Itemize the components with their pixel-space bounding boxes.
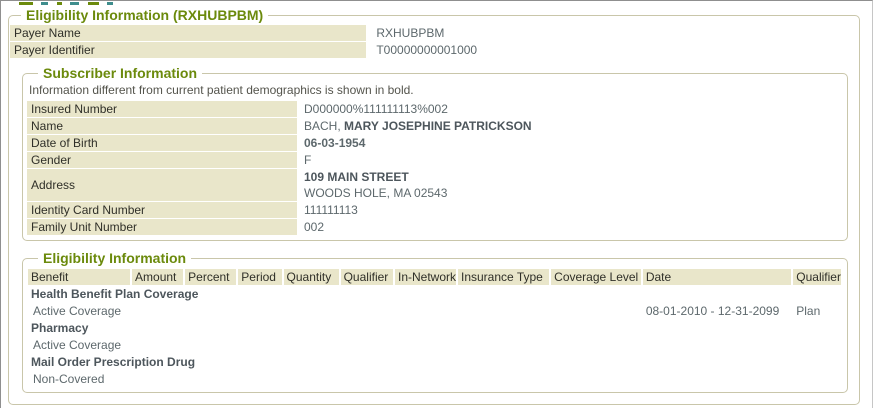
field-value: BACH, MARY JOSEPHINE PATRICKSON	[304, 118, 532, 134]
field-value: 06-03-1954	[304, 136, 366, 150]
identity-card-number-row: Identity Card Number 111111113	[27, 202, 843, 218]
field-value: F	[304, 153, 312, 167]
benefit-name: Mail Order Prescription Drug	[31, 354, 196, 369]
benefit-group-row: Pharmacy	[28, 319, 841, 336]
panel-title: Subscriber Information	[43, 65, 198, 81]
column-header-quantity: Quantity	[283, 269, 339, 285]
field-label: Address	[27, 169, 297, 201]
payer-name-row: Payer Name RXHUBPBM	[10, 25, 854, 41]
field-value: 002	[304, 220, 325, 234]
column-header-coverage-level: Coverage Level	[551, 269, 641, 285]
family-unit-number-row: Family Unit Number 002	[27, 219, 843, 235]
benefits-table: Benefit Amount Percent Period Quantity Q…	[26, 269, 843, 387]
benefit-name: Pharmacy	[31, 320, 89, 335]
benefit-detail-row: Active Coverage 08-01-2010 - 12-31-2099 …	[28, 302, 841, 319]
benefit-detail-row: Active Coverage	[28, 336, 841, 353]
bold-demographics-note: Information different from current patie…	[29, 83, 414, 97]
address-row: Address 109 MAIN STREET WOODS HOLE, MA 0…	[27, 169, 843, 201]
benefit-name: Health Benefit Plan Coverage	[31, 286, 199, 301]
benefit-status: Active Coverage	[33, 303, 122, 318]
column-header-percent: Percent	[185, 269, 237, 285]
panel-title: Eligibility Information	[43, 250, 187, 266]
column-header-qualifier-2: Qualifier	[793, 269, 841, 285]
column-header-qualifier: Qualifier	[340, 269, 393, 285]
gender-row: Gender F	[27, 152, 843, 168]
insured-number-row: Insured Number D000000%111111113%002	[27, 101, 843, 117]
benefit-status: Active Coverage	[33, 337, 122, 352]
benefit-detail-row: Non-Covered	[28, 370, 841, 387]
field-label: Family Unit Number	[27, 219, 297, 235]
address-line-2: WOODS HOLE, MA 02543	[304, 186, 448, 200]
table-header-row: Benefit Amount Percent Period Quantity Q…	[28, 269, 841, 285]
field-value: RXHUBPBM	[376, 26, 445, 40]
name-changed-part: MARY JOSEPHINE PATRICKSON	[344, 119, 532, 133]
field-value: 111111113	[304, 203, 358, 217]
clipped-content-above	[19, 2, 239, 5]
field-value: T00000000001000	[376, 43, 478, 57]
benefit-date-range: 08-01-2010 - 12-31-2099	[645, 303, 780, 318]
column-header-period: Period	[238, 269, 282, 285]
column-header-amount: Amount	[132, 269, 184, 285]
benefit-status: Non-Covered	[33, 371, 105, 386]
field-label: Payer Name	[10, 25, 366, 41]
clipped-text-fragment	[70, 2, 80, 5]
clipped-text-fragment	[107, 2, 114, 5]
benefit-group-row: Health Benefit Plan Coverage	[28, 285, 841, 302]
benefit-qualifier: Plan	[796, 303, 821, 318]
address-line-1: 109 MAIN STREET	[304, 170, 409, 184]
eligibility-benefits-panel: Eligibility Information Benefit Amount P…	[22, 250, 848, 393]
column-header-insurance-type: Insurance Type	[458, 269, 550, 285]
field-label: Identity Card Number	[27, 202, 297, 218]
field-label: Gender	[27, 152, 297, 168]
field-label: Payer Identifier	[10, 42, 366, 58]
date-of-birth-row: Date of Birth 06-03-1954	[27, 135, 843, 151]
eligibility-information-panel: Eligibility Information (RXHUBPBM) Payer…	[8, 7, 860, 405]
clipped-text-fragment	[56, 2, 62, 5]
field-value: 109 MAIN STREET WOODS HOLE, MA 02543	[304, 169, 447, 201]
column-header-benefit: Benefit	[28, 269, 131, 285]
field-label: Date of Birth	[27, 135, 297, 151]
column-header-date: Date	[642, 269, 792, 285]
name-row: Name BACH, MARY JOSEPHINE PATRICKSON	[27, 118, 843, 134]
panel-title: Eligibility Information (RXHUBPBM)	[26, 7, 264, 23]
clipped-text-fragment	[87, 2, 99, 5]
benefit-group-row: Mail Order Prescription Drug	[28, 353, 841, 370]
clipped-text-fragment	[41, 2, 49, 5]
payer-identifier-row: Payer Identifier T00000000001000	[10, 42, 854, 58]
field-label: Name	[27, 118, 297, 134]
field-label: Insured Number	[27, 101, 297, 117]
subscriber-information-panel: Subscriber Information Information diffe…	[22, 65, 848, 241]
clipped-text-fragment	[19, 2, 33, 5]
field-value: D000000%111111113%002	[304, 102, 448, 116]
name-unchanged-part: BACH,	[304, 119, 345, 133]
column-header-in-network: In-Network	[394, 269, 456, 285]
